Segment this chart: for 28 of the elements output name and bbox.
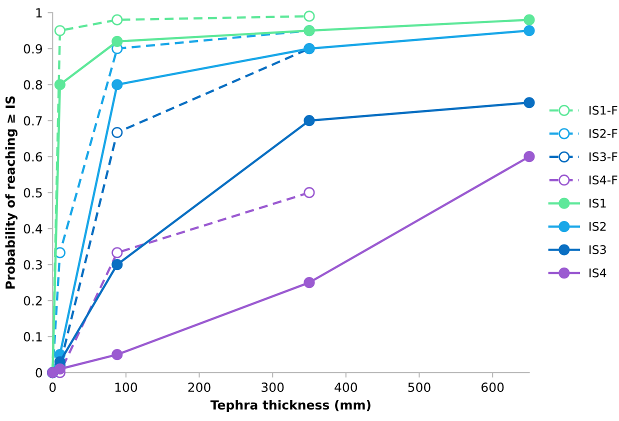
y-tick-label: 0.9 bbox=[24, 44, 42, 54]
legend-label: IS1-F bbox=[590, 106, 618, 115]
legend-label: IS4-F bbox=[590, 175, 618, 184]
x-tick-label: 500 bbox=[408, 382, 430, 392]
y-tick-label: 0.8 bbox=[24, 80, 42, 90]
y-tick-label: 0.6 bbox=[24, 152, 42, 162]
y-tick-label: 0.2 bbox=[24, 296, 42, 306]
y-tick-label: 0.4 bbox=[24, 224, 42, 234]
legend-label: IS4 bbox=[590, 268, 606, 278]
legend-label: IS2 bbox=[590, 222, 606, 231]
y-axis-title: Probability of reaching ≥ IS bbox=[5, 96, 18, 289]
x-tick-label: 600 bbox=[482, 382, 504, 392]
legend-label: IS2-F bbox=[590, 129, 618, 138]
x-tick-label: 400 bbox=[334, 382, 358, 392]
legend-label: IS1 bbox=[590, 198, 606, 208]
y-tick-label: 0.7 bbox=[24, 116, 42, 126]
x-tick-label: 300 bbox=[262, 382, 284, 392]
x-axis-title: Tephra thickness (mm) bbox=[210, 400, 370, 412]
legend-label: IS3-F bbox=[590, 152, 618, 162]
y-tick-label: 0.1 bbox=[24, 332, 42, 342]
x-tick-label: 100 bbox=[115, 382, 138, 392]
y-tick-label: 0 bbox=[36, 368, 42, 378]
y-tick-label: 1 bbox=[36, 8, 42, 18]
x-tick-label: 0 bbox=[49, 382, 56, 392]
legend-label: IS3 bbox=[590, 245, 606, 254]
y-tick-label: 0.5 bbox=[24, 188, 42, 198]
x-tick-label: 200 bbox=[188, 382, 210, 392]
y-tick-label: 0.3 bbox=[24, 260, 42, 270]
